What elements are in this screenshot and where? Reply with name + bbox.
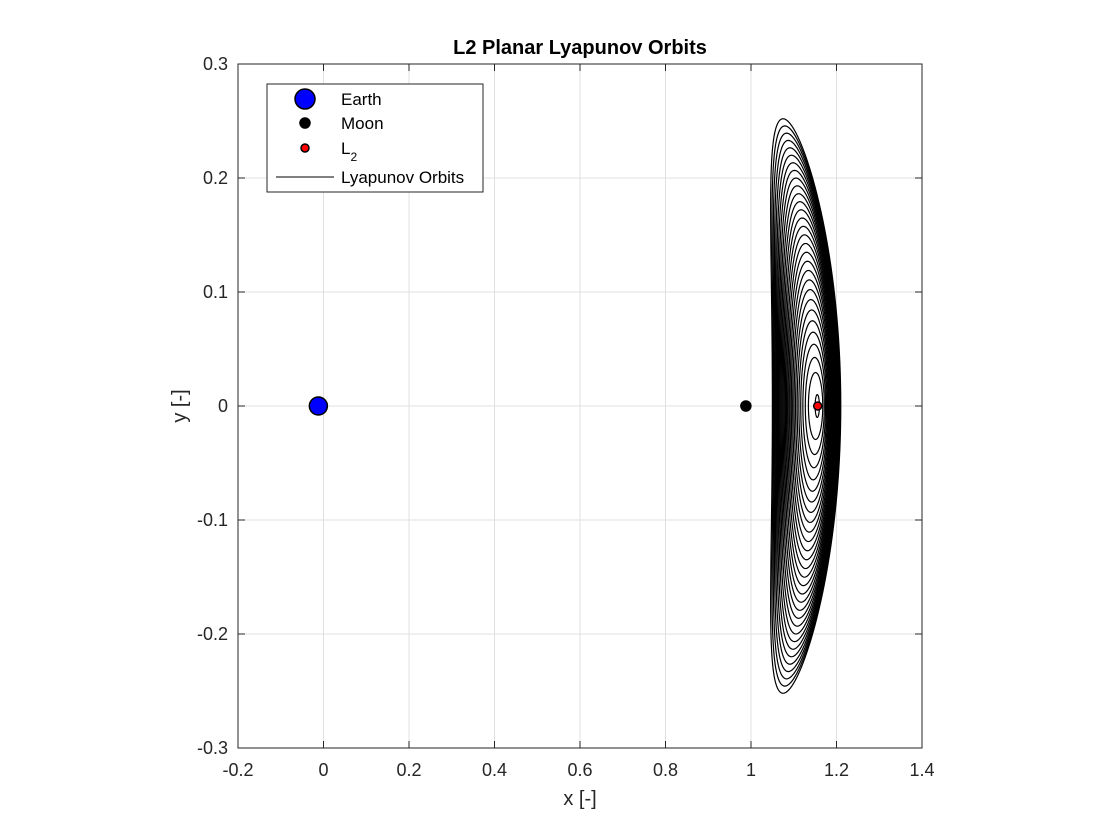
x-tick-label: 0.8	[653, 760, 678, 780]
lyapunov-orbit-line	[807, 371, 824, 441]
moon-marker	[740, 400, 752, 412]
y-tick-label: -0.2	[197, 624, 228, 644]
lyapunov-orbit-line	[783, 217, 836, 595]
lyapunov-orbit-line	[794, 298, 830, 514]
lyapunov-orbit-line	[789, 260, 833, 552]
lyapunov-orbit-line	[796, 309, 829, 503]
lyapunov-orbit-line	[788, 251, 834, 561]
legend-marker	[299, 117, 311, 129]
x-tick-label: 0	[318, 760, 328, 780]
lyapunov-orbit-line	[780, 193, 837, 619]
lyapunov-orbit-line	[804, 356, 825, 456]
x-tick-label: 0.6	[567, 760, 592, 780]
legend-marker	[300, 143, 310, 153]
y-tick-label: 0.1	[203, 282, 228, 302]
lyapunov-orbit-line	[782, 209, 836, 603]
y-tick-label: -0.1	[197, 510, 228, 530]
legend-label: Moon	[341, 114, 384, 133]
x-tick-label: 0.4	[482, 760, 507, 780]
legend-label-subscript: 2	[350, 150, 357, 164]
lyapunov-orbit-line	[785, 234, 835, 578]
legend-label: Lyapunov Orbits	[341, 168, 464, 187]
x-tick-label: -0.2	[222, 760, 253, 780]
lyapunov-orbit-line	[784, 225, 835, 587]
plot-area	[308, 118, 842, 694]
lyapunov-orbit-line	[790, 269, 832, 543]
y-axis-label: y [-]	[169, 389, 191, 422]
legend-label: Earth	[341, 90, 382, 109]
lyapunov-orbit-line	[778, 177, 838, 635]
lyapunov-orbit-line	[800, 331, 828, 481]
x-tick-label: 0.2	[396, 760, 421, 780]
lyapunov-orbit-line	[792, 279, 832, 533]
y-tick-label: 0	[218, 396, 228, 416]
earth-marker	[308, 396, 329, 416]
lyapunov-orbit-line	[774, 147, 840, 665]
lyapunov-orbit-line	[798, 320, 829, 492]
axes-frame	[237, 63, 923, 749]
lyapunov-orbit-line	[777, 169, 839, 643]
tick-labels: -0.2 0 0.2 0.4 0.6 0.8 1 1.2 1.4 0.3 0.2 0.1 0 -0.1 -0…	[197, 54, 935, 780]
lyapunov-orbit-line	[770, 118, 842, 694]
lyapunov-orbit-line	[773, 139, 841, 673]
lyapunov-orbit-line	[771, 125, 841, 687]
axes-box	[237, 63, 923, 749]
y-tick-label: -0.3	[197, 738, 228, 758]
legend-marker	[294, 88, 316, 110]
lyapunov-orbit-line	[787, 242, 834, 570]
x-tick-label: 1	[746, 760, 756, 780]
y-tick-label: 0.2	[203, 168, 228, 188]
lyapunov-orbit-line	[802, 343, 827, 469]
x-axis-label: x [-]	[563, 788, 596, 810]
lyapunov-orbit-line	[781, 201, 837, 611]
y-tick-label: 0.3	[203, 54, 228, 74]
x-tick-label: 1.4	[909, 760, 934, 780]
lyapunov-orbit-line	[793, 288, 831, 524]
x-tick-label: 1.2	[824, 760, 849, 780]
chart-title: L2 Planar Lyapunov Orbits	[453, 37, 707, 59]
lyapunov-orbit-line	[779, 185, 838, 627]
lyapunov-orbit-line	[776, 162, 839, 650]
lyapunov-orbit-line	[772, 132, 841, 680]
l2-marker	[812, 401, 823, 411]
lyapunov-orbit-line	[775, 154, 840, 658]
